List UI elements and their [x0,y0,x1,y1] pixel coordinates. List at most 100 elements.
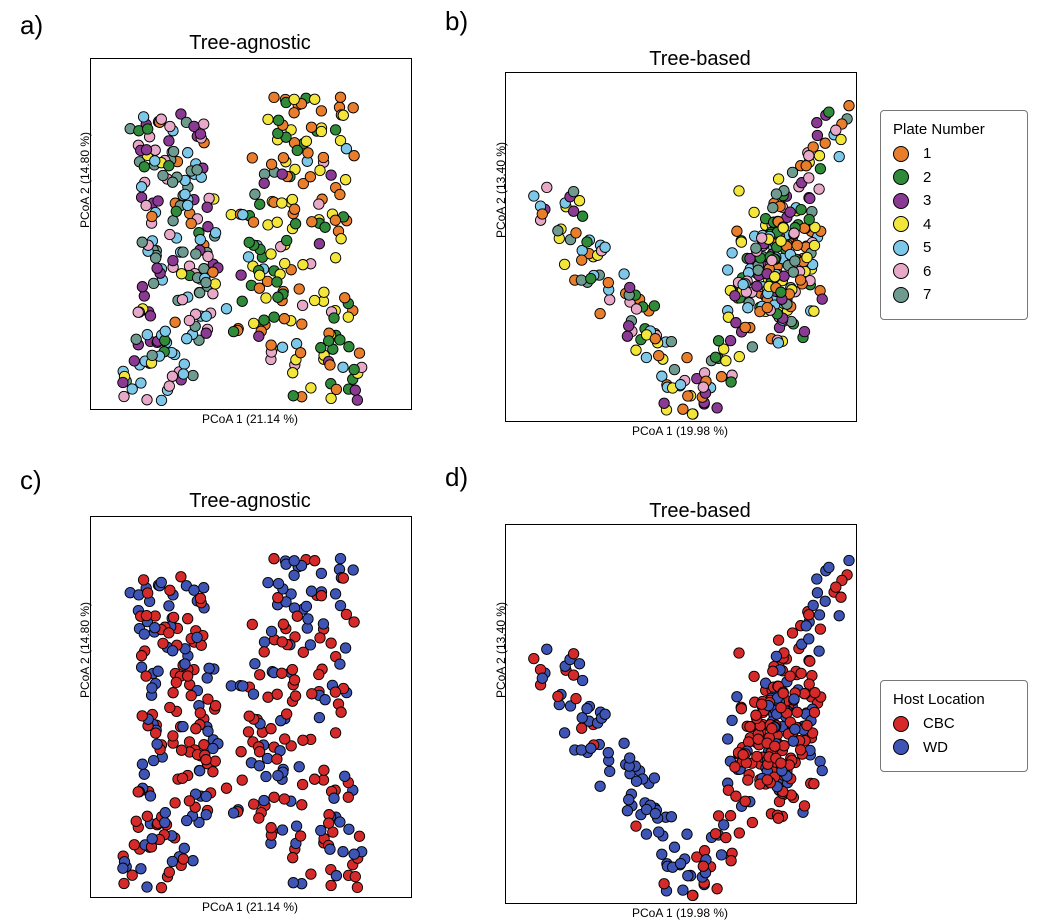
scatter-point [725,811,735,821]
scatter-point [687,890,697,900]
scatter-point [324,818,334,828]
scatter-point [179,359,189,369]
scatter-point [354,348,364,358]
legend-swatch [893,146,909,162]
scatter-point [792,240,802,250]
scatter-point [734,186,744,196]
scatter-point [156,114,166,124]
scatter-point [289,94,299,104]
scatter-point [137,711,147,721]
scatter-point [730,291,740,301]
scatter-point [820,138,830,148]
scatter-point [559,728,569,738]
scatter-point [577,723,587,733]
panel-label-c: c) [20,465,42,496]
scatter-point [183,200,193,210]
scatter-point [773,635,783,645]
scatter-point [812,118,822,128]
scatter-point [796,204,806,214]
scatter-point [338,362,348,372]
scatter-panel-c [90,516,412,898]
scatter-point [290,691,300,701]
scatter-point [747,817,757,827]
scatter-point [164,136,174,146]
scatter-point [336,234,346,244]
scatter-point [773,174,783,184]
scatter-point [344,342,354,352]
scatter-point [192,165,202,175]
scatter-point [654,827,664,837]
scatter-point [568,670,578,680]
scatter-point [603,277,613,287]
scatter-point [809,306,819,316]
scatter-point [266,249,276,259]
scatter-point [787,628,797,638]
scatter-point [831,125,841,135]
scatter-point [153,666,163,676]
scatter-point [255,670,265,680]
scatter-point [767,723,777,733]
scatter-point [809,707,819,717]
scatter-point [340,771,350,781]
scatter-point [259,637,269,647]
scatter-point [195,234,205,244]
scatter-point [269,92,279,102]
scatter-point [732,692,742,702]
scatter-point [331,871,341,881]
scatter-point [298,735,308,745]
scatter-point [650,334,660,344]
scatter-point [243,252,253,262]
scatter-point [307,689,317,699]
scatter-point [762,302,772,312]
scatter-point [770,741,780,751]
scatter-point [804,634,814,644]
legend-host-title: Host Location [893,691,1013,708]
scatter-point [817,765,827,775]
scatter-point [208,767,218,777]
scatter-point [330,253,340,263]
scatter-point [757,699,767,709]
scatter-point [305,640,315,650]
scatter-point [768,203,778,213]
xlabel-c: PCoA 1 (21.14 %) [90,900,410,914]
scatter-point [326,170,336,180]
ylabel-c: PCoA 2 (14.80 %) [78,530,92,770]
scatter-point [338,847,348,857]
scatter-point [306,586,316,596]
scatter-point [142,329,152,339]
scatter-point [732,226,742,236]
scatter-point [277,342,287,352]
scatter-point [320,222,330,232]
scatter-point [136,378,146,388]
scatter-point [254,813,264,823]
scatter-point [269,792,279,802]
scatter-point [767,255,777,265]
scatter-point [678,885,688,895]
scatter-point [160,326,170,336]
scatter-point [595,308,605,318]
scatter-point [201,311,211,321]
scatter-point [298,260,308,270]
scatter-point [279,794,289,804]
scatter-point [141,200,151,210]
scatter-point [743,303,753,313]
scatter-point [292,145,302,155]
scatter-point [142,882,152,892]
scatter-point [118,377,128,387]
scatter-point [127,870,137,880]
scatter-point [165,702,175,712]
scatter-point [751,710,761,720]
scatter-point [290,219,300,229]
scatter-point [303,148,313,158]
scatter-point [273,292,283,302]
scatter-point [301,136,311,146]
scatter-point [168,612,178,622]
scatter-point [201,810,211,820]
scatter-point [133,307,143,317]
scatter-point [142,395,152,405]
scatter-point [266,626,276,636]
scatter-point [295,348,305,358]
scatter-point [145,311,155,321]
scatter-point [143,124,153,134]
scatter-point [595,781,605,791]
